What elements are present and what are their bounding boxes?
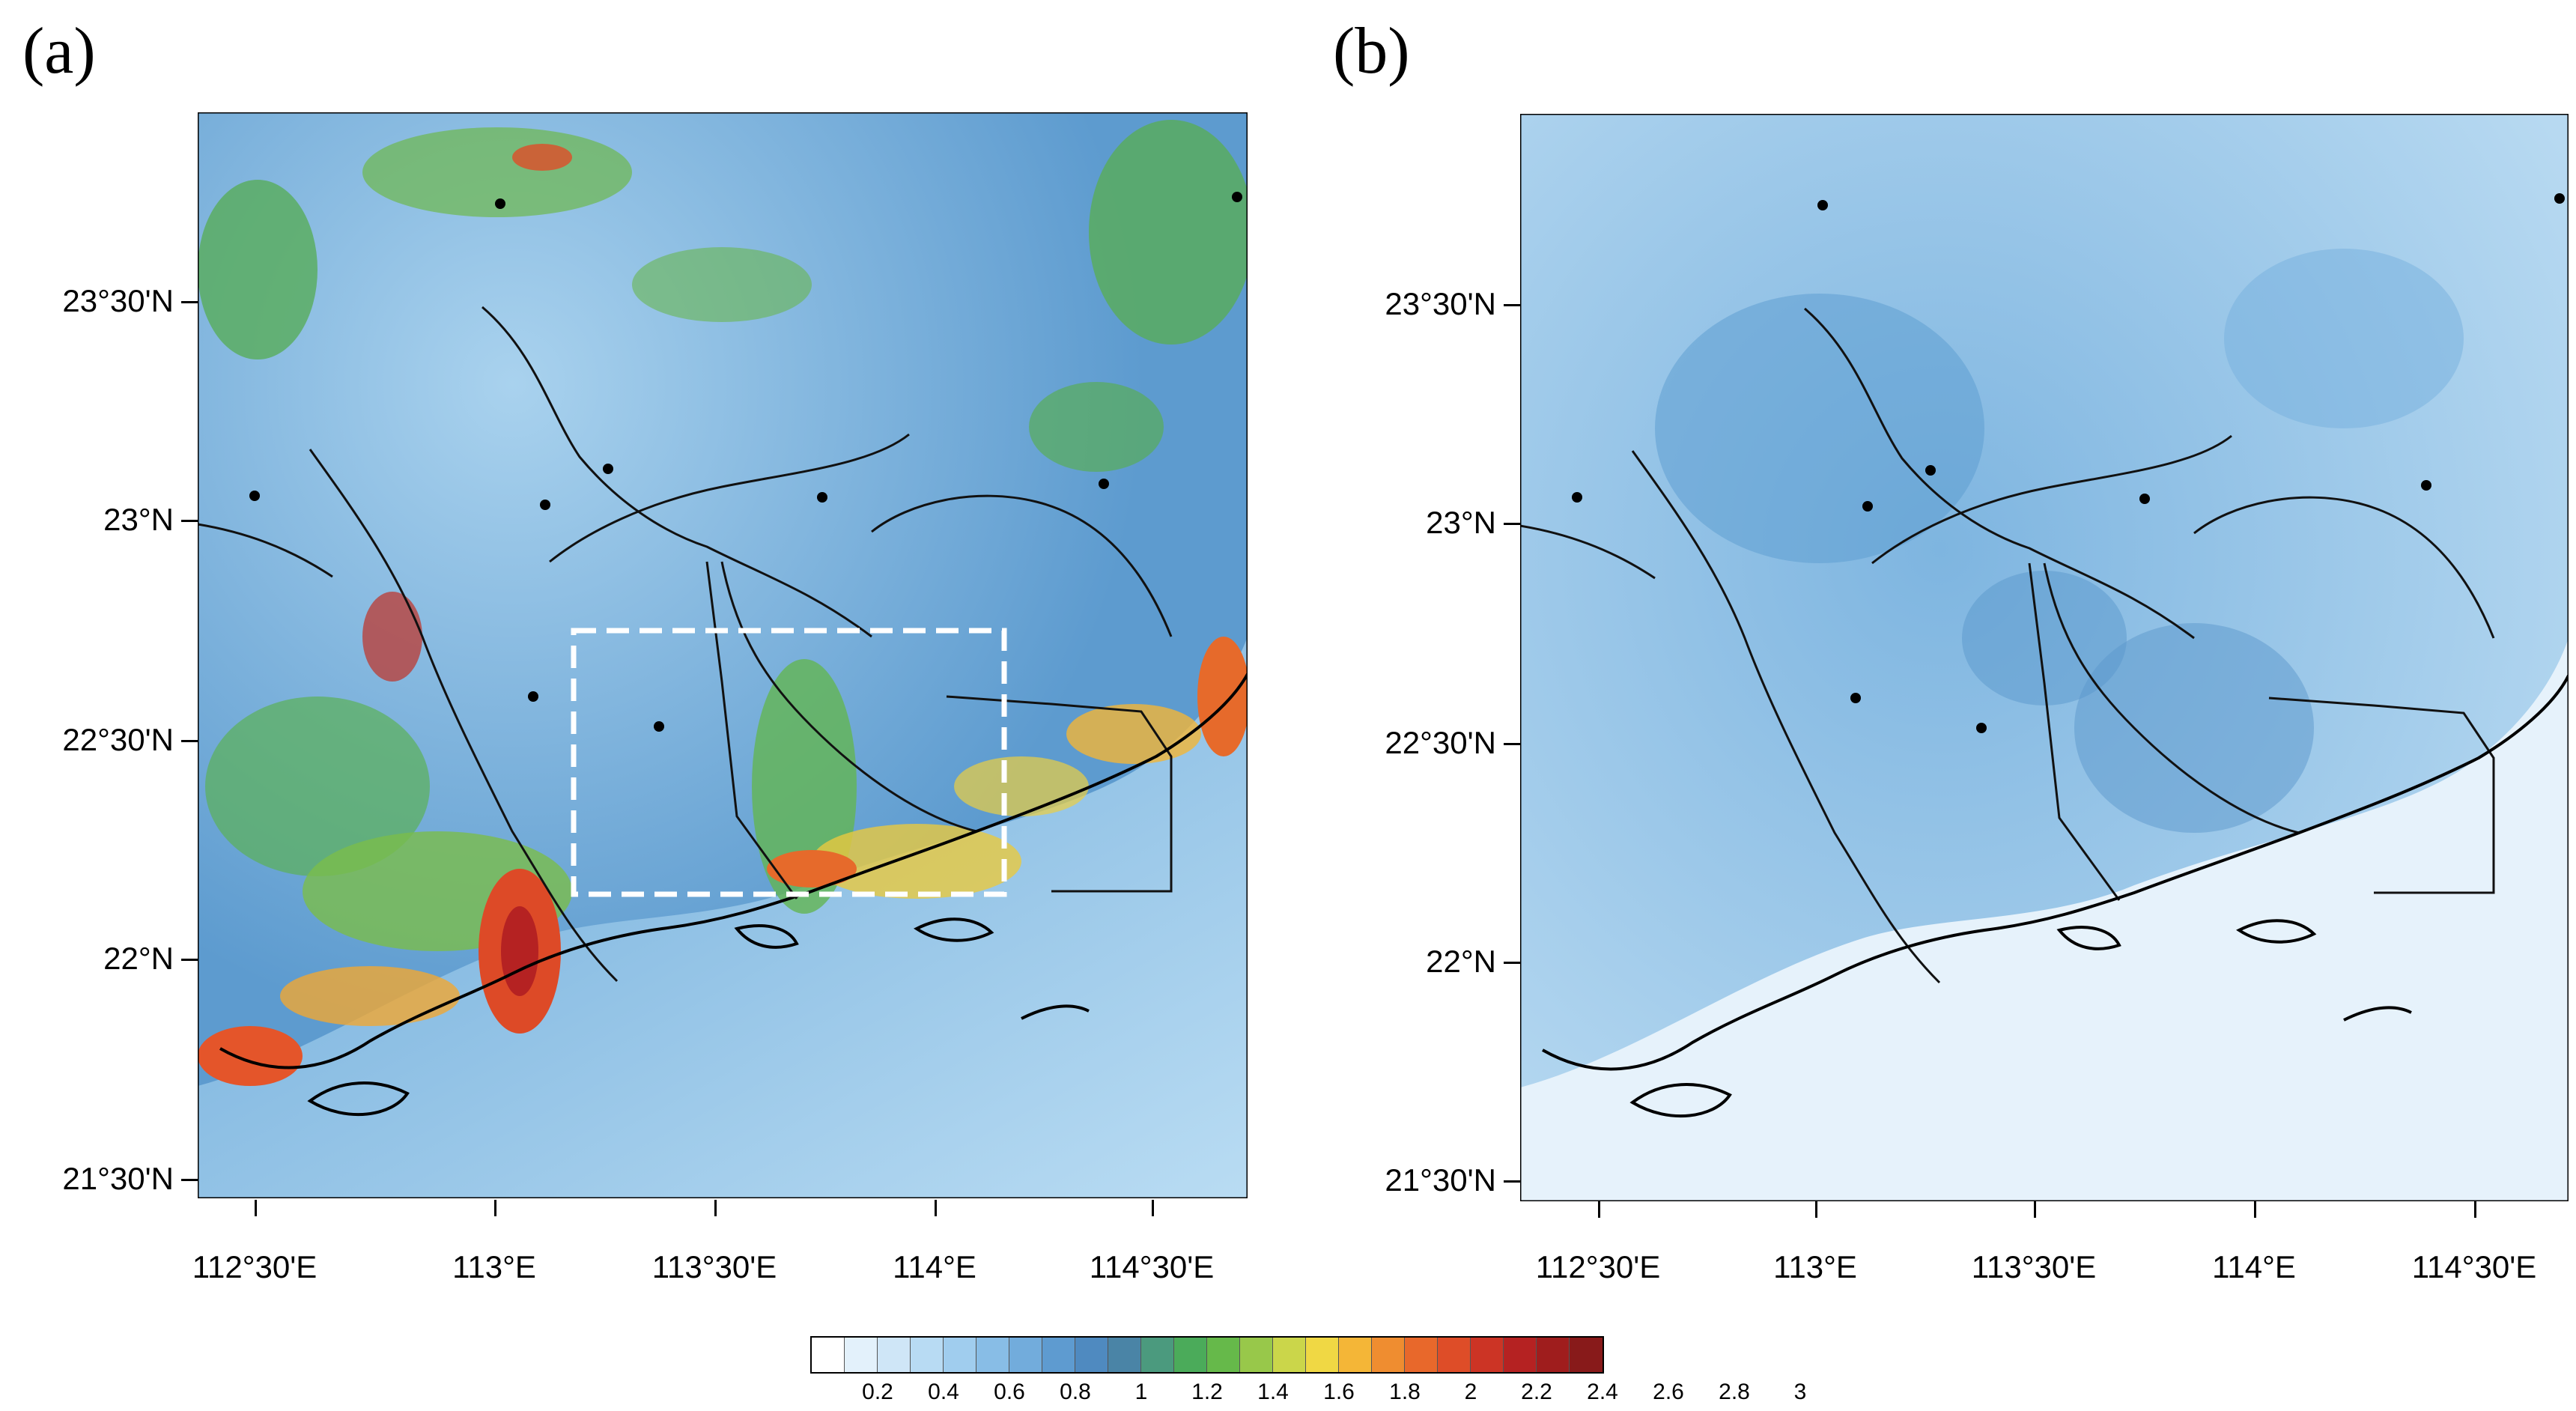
colorbar-cell	[1405, 1338, 1438, 1372]
colorbar-cell	[878, 1338, 911, 1372]
colorbar-cell	[812, 1338, 845, 1372]
colorbar-cell	[1504, 1338, 1537, 1372]
y-tick-a-1: 23°N	[103, 502, 174, 537]
colorbar-cell	[1207, 1338, 1240, 1372]
colorbar-cell	[1537, 1338, 1570, 1372]
panel-b-label: (b)	[1333, 15, 1410, 88]
city-markers-a	[249, 192, 1242, 732]
inset-box-dashed	[571, 628, 1007, 897]
x-tick-a-4: 114°30'E	[1089, 1249, 1215, 1284]
map-panel-a	[198, 112, 1248, 1198]
x-tick-b-2: 113°30'E	[1971, 1249, 2097, 1284]
y-tick-a-0: 23°30'N	[62, 283, 174, 318]
colorbar-tick-label: 1.2	[1191, 1380, 1223, 1404]
colorbar-cell	[1009, 1338, 1042, 1372]
x-tick-a-2: 113°30'E	[651, 1249, 777, 1284]
colorbar-tick-label: 1.8	[1389, 1380, 1421, 1404]
colorbar-cell	[976, 1338, 1009, 1372]
colorbar-tick-label: 0.6	[994, 1380, 1025, 1404]
colorbar-tick-label: 2.8	[1719, 1380, 1750, 1404]
precip-patches-a	[198, 120, 1248, 1086]
y-tick-b-1: 23°N	[1426, 505, 1496, 540]
colorbar-tick-label: 1	[1134, 1380, 1148, 1404]
y-tick-b-0: 23°30'N	[1385, 286, 1496, 321]
colorbar-tick-label: 2	[1464, 1380, 1477, 1404]
colorbar-cell	[1042, 1338, 1075, 1372]
coastline-b	[1542, 675, 2569, 1118]
boundaries-b	[1520, 307, 2495, 984]
colorbar-tick-label: 3	[1793, 1380, 1807, 1404]
colorbar-cell	[944, 1338, 976, 1372]
y-tick-a-3: 22°N	[103, 941, 174, 976]
map-panel-b	[1520, 114, 2569, 1201]
colorbar-tick-label: 1.6	[1323, 1380, 1355, 1404]
x-tick-a-3: 114°E	[893, 1249, 976, 1284]
colorbar-cell	[1174, 1338, 1207, 1372]
colorbar-cell	[1372, 1338, 1405, 1372]
colorbar-tick-label: 2.2	[1521, 1380, 1552, 1404]
y-tick-a-2: 22°30'N	[62, 722, 174, 757]
colorbar-cell	[1438, 1338, 1471, 1372]
colorbar-cell	[1471, 1338, 1504, 1372]
coastline-a	[219, 673, 1248, 1117]
colorbar-cell	[1570, 1338, 1603, 1372]
panel-a-label: (a)	[22, 15, 96, 88]
y-tick-b-4: 21°30'N	[1385, 1162, 1496, 1198]
y-tick-a-4: 21°30'N	[62, 1161, 174, 1196]
colorbar-tick-label: 2.4	[1587, 1380, 1618, 1404]
colorbar-cell	[1240, 1338, 1273, 1372]
colorbar-cell	[1273, 1338, 1306, 1372]
colorbar-cell	[1339, 1338, 1372, 1372]
colorbar-cell	[1075, 1338, 1108, 1372]
colorbar	[810, 1336, 1604, 1374]
colorbar-cell	[911, 1338, 944, 1372]
x-tick-a-1: 113°E	[452, 1249, 536, 1284]
precip-patches-b	[1655, 249, 2464, 833]
city-markers-b	[1572, 193, 2565, 733]
colorbar-cell	[1306, 1338, 1339, 1372]
colorbar-tick-label: 0.4	[928, 1380, 959, 1404]
colorbar-cell	[1141, 1338, 1174, 1372]
colorbar-tick-label: 2.6	[1653, 1380, 1684, 1404]
y-tick-b-2: 22°30'N	[1385, 725, 1496, 760]
x-tick-a-0: 112°30'E	[192, 1249, 318, 1284]
colorbar-cell	[1108, 1338, 1141, 1372]
boundaries-a	[198, 306, 1173, 983]
colorbar-tick-label: 0.8	[1060, 1380, 1091, 1404]
colorbar-tick-label: 1.4	[1257, 1380, 1289, 1404]
y-tick-b-3: 22°N	[1426, 944, 1496, 979]
x-tick-b-4: 114°30'E	[2411, 1249, 2537, 1284]
colorbar-tick-label: 0.2	[862, 1380, 893, 1404]
x-tick-b-0: 112°30'E	[1535, 1249, 1661, 1284]
x-tick-b-3: 114°E	[2212, 1249, 2296, 1284]
x-tick-b-1: 113°E	[1773, 1249, 1857, 1284]
colorbar-cell	[845, 1338, 878, 1372]
